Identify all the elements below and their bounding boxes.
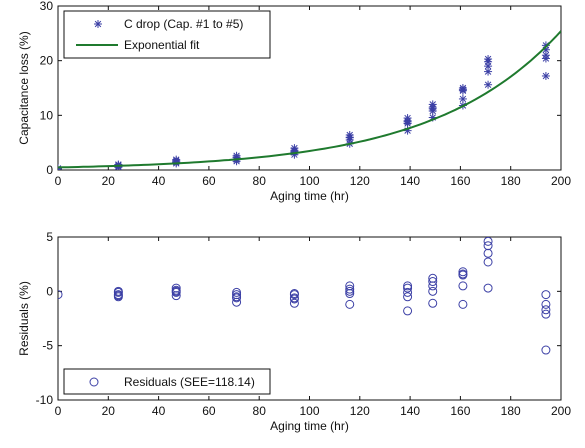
data-point [403, 292, 413, 302]
y-axis-label: Residuals (%) [17, 281, 31, 356]
data-point [403, 281, 413, 291]
x-tick-label: 100 [299, 174, 319, 188]
data-point [541, 299, 551, 309]
x-tick-label: 140 [400, 404, 420, 418]
x-tick-label: 180 [501, 404, 521, 418]
y-tick-label: 0 [46, 284, 53, 298]
x-tick-label: 60 [202, 174, 216, 188]
data-point [289, 293, 299, 303]
data-point [171, 286, 181, 296]
data-point [289, 298, 299, 308]
legend-box [63, 10, 271, 59]
data-point [428, 273, 438, 283]
capacitance-loss-chart: 0 20 40 60 80 100 120 140 160 180 200 0 10 20 30 Aging … [17, 0, 571, 203]
data-point [232, 290, 242, 300]
data-point [113, 291, 123, 301]
data-point [345, 281, 355, 291]
x-axis-label: Aging time (hr) [270, 419, 349, 433]
x-tick-label: 40 [152, 404, 166, 418]
data-point [171, 283, 181, 293]
y-tick-label: 30 [40, 0, 54, 13]
x-tick-label: 80 [253, 404, 267, 418]
legend-marker-circle [89, 377, 99, 387]
data-point [541, 345, 551, 355]
data-point [483, 248, 493, 258]
data-layer [58, 30, 561, 170]
x-tick-label: 200 [551, 404, 571, 418]
data-point [113, 286, 123, 296]
data-point [483, 237, 493, 246]
data-point [428, 298, 438, 308]
data-point [232, 287, 242, 297]
data-point [458, 281, 468, 291]
x-tick-label: 160 [450, 174, 470, 188]
legend-label-c-drop: C drop (Cap. #1 to #5) [124, 17, 243, 31]
data-point [345, 284, 355, 294]
data-point [541, 305, 551, 315]
legend-label-residuals: Residuals (SEE=118.14) [124, 375, 255, 389]
x-tick-label: 80 [253, 174, 267, 188]
data-point [483, 241, 493, 251]
x-tick-label: 140 [400, 174, 420, 188]
x-tick-label: 40 [152, 174, 166, 188]
data-point [345, 299, 355, 309]
data-point [541, 290, 551, 300]
x-tick-label: 200 [551, 174, 571, 188]
residuals-chart: 0 20 40 60 80 100 120 140 160 180 200 -10 -5 0 5 Aging … [17, 230, 571, 433]
data-point [484, 67, 493, 76]
x-axis-label: Aging time (hr) [270, 189, 349, 203]
legend-label-fit: Exponential fit [124, 38, 200, 52]
data-point [289, 289, 299, 299]
y-axis-label: Capacitance loss (%) [17, 31, 31, 144]
legend: Residuals (SEE=118.14) [63, 368, 271, 395]
data-point [458, 85, 467, 94]
x-tick-label: 160 [450, 404, 470, 418]
data-point [483, 283, 493, 293]
data-point [428, 286, 438, 296]
data-point [58, 290, 63, 300]
data-point [403, 283, 413, 293]
data-point [428, 277, 438, 287]
y-tick-label: -10 [36, 393, 54, 407]
y-tick-label: 0 [46, 163, 53, 177]
data-point [403, 287, 413, 297]
data-point [484, 55, 493, 64]
y-tick-label: -5 [42, 339, 53, 353]
y-tick-label: 5 [46, 230, 53, 244]
data-point [345, 133, 354, 142]
exponential-fit-line [58, 30, 561, 169]
x-tick-label: 120 [350, 404, 370, 418]
x-tick-label: 0 [55, 174, 62, 188]
x-tick-label: 100 [299, 404, 319, 418]
data-layer [58, 237, 551, 355]
data-point [458, 94, 467, 103]
data-point [458, 299, 468, 309]
data-point [541, 309, 551, 319]
x-tick-label: 180 [501, 174, 521, 188]
x-tick-label: 20 [102, 174, 116, 188]
legend: C drop (Cap. #1 to #5) Exponential fit [63, 10, 271, 59]
x-tick-label: 0 [55, 404, 62, 418]
data-point [58, 164, 62, 170]
data-point [403, 117, 412, 126]
data-point [345, 286, 355, 296]
data-point [541, 71, 550, 80]
data-point [232, 292, 242, 302]
data-point [458, 267, 468, 277]
x-tick-label: 120 [350, 174, 370, 188]
data-point [483, 257, 493, 267]
legend-marker-asterisk [94, 20, 102, 28]
y-tick-label: 10 [40, 108, 54, 122]
y-tick-label: 20 [40, 54, 54, 68]
data-point [458, 269, 468, 279]
data-point [484, 80, 493, 89]
x-tick-label: 60 [202, 404, 216, 418]
data-point [403, 306, 413, 316]
data-point [428, 104, 437, 113]
x-tick-label: 20 [102, 404, 116, 418]
